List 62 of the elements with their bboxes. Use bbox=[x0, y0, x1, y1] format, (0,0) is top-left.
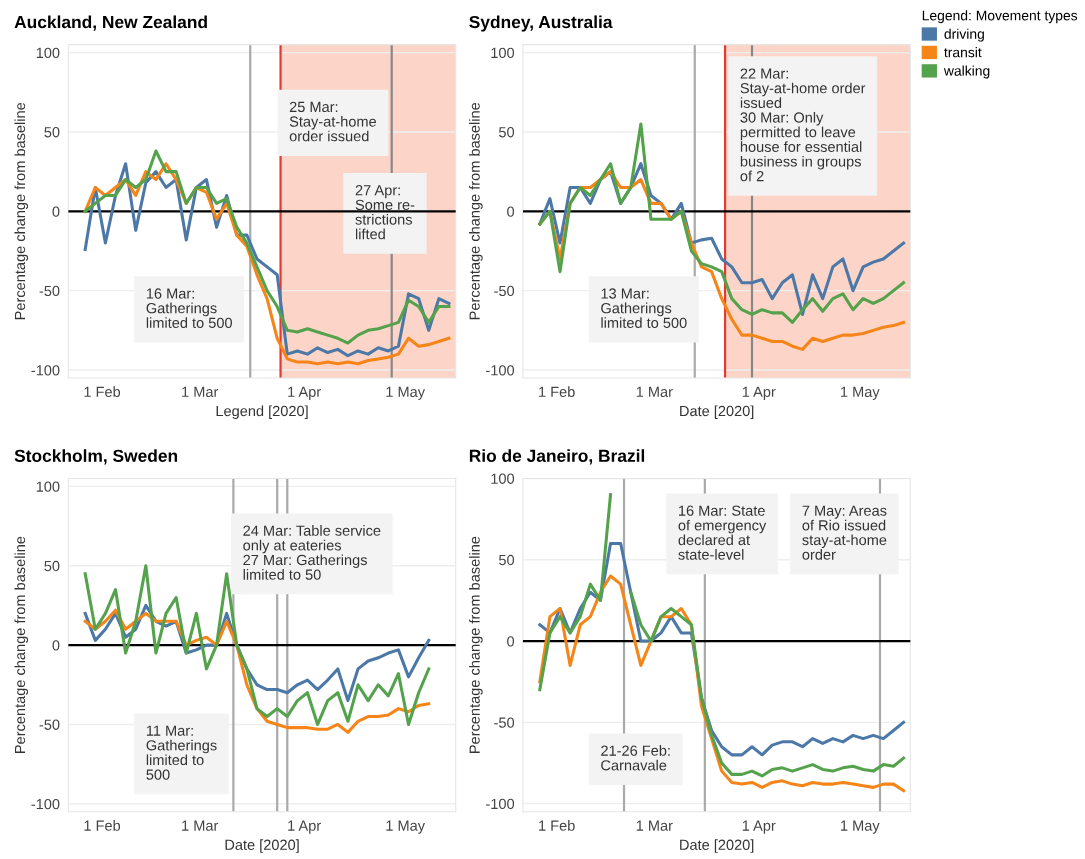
x-tick-label: 1 Mar bbox=[182, 820, 219, 831]
y-tick-label: -100 bbox=[486, 365, 515, 376]
y-axis-title: Percentage change from baseline bbox=[14, 102, 29, 320]
annotation: 7 May: Areas of Rio issued stay-at-home order bbox=[802, 505, 887, 560]
x-tick-label: 1 Mar bbox=[636, 820, 673, 831]
x-tick-label: 1 Feb bbox=[84, 386, 121, 398]
x-tick-label: 1 Feb bbox=[84, 820, 121, 831]
chart-title: Stockholm, Sweden bbox=[14, 449, 178, 465]
x-tick-label: 1 Apr bbox=[288, 386, 321, 400]
y-tick-label: -50 bbox=[494, 717, 515, 728]
y-tick-label: 0 bbox=[52, 640, 60, 651]
y-tick-label: -50 bbox=[39, 719, 60, 730]
x-tick-label: 1 May bbox=[841, 386, 880, 400]
y-tick-label: 0 bbox=[507, 206, 515, 217]
chart-title: Sydney, Australia bbox=[469, 15, 613, 32]
y-tick-label: 50 bbox=[44, 127, 60, 138]
x-tick-label: 1 Apr bbox=[288, 820, 321, 834]
y-tick-label: 50 bbox=[44, 560, 60, 572]
x-tick-label: 1 Apr bbox=[742, 820, 776, 834]
annotation: 11 Mar: Gatherings limited to 500 bbox=[146, 725, 217, 780]
x-tick-label: 1 Mar bbox=[636, 386, 673, 398]
annotation: 16 Mar: State of emergency declared at state-level bbox=[678, 505, 767, 560]
x-axis-title: Date [2020] bbox=[225, 839, 299, 853]
y-tick-label: -100 bbox=[31, 798, 60, 810]
legend-title: Legend: Movement types bbox=[922, 10, 1078, 24]
y-axis-title: Percentage change from baseline bbox=[469, 536, 483, 753]
x-axis-title: Date [2020] bbox=[680, 839, 754, 853]
y-tick-label: -100 bbox=[486, 798, 515, 810]
annotation: 22 Mar: Stay-at-home order issued 30 Mar: Only permitted to leave house for essential business in groups of 2 bbox=[740, 68, 866, 182]
y-tick-label: 0 bbox=[507, 636, 515, 647]
y-tick-label: 0 bbox=[52, 206, 60, 217]
annotation: 27 Apr: Some re- strictions lifted bbox=[355, 185, 415, 240]
annotation: 25 Mar: Stay-at-home order issued bbox=[289, 101, 377, 142]
chart-title: Auckland, New Zealand bbox=[14, 15, 207, 31]
x-tick-label: 1 Feb bbox=[539, 820, 575, 831]
legend-label: transit bbox=[944, 47, 982, 58]
x-tick-label: 1 May bbox=[841, 820, 880, 834]
x-tick-label: 1 May bbox=[386, 386, 426, 400]
y-tick-label: -100 bbox=[31, 365, 60, 376]
y-axis-title: Percentage change from baseline bbox=[14, 536, 29, 753]
x-axis-title: Legend [2020] bbox=[216, 405, 308, 420]
x-tick-label: 1 Feb bbox=[539, 386, 575, 398]
annotation: 16 Mar: Gatherings limited to 500 bbox=[146, 288, 232, 328]
y-tick-label: 100 bbox=[36, 47, 60, 59]
chart-title: Rio de Janeiro, Brazil bbox=[469, 449, 645, 465]
x-axis-title: Date [2020] bbox=[680, 405, 754, 420]
y-tick-label: -50 bbox=[494, 285, 515, 297]
legend-label: walking bbox=[943, 65, 990, 79]
y-tick-label: 100 bbox=[491, 473, 515, 484]
x-tick-label: 1 Mar bbox=[182, 386, 219, 398]
x-tick-label: 1 May bbox=[386, 820, 426, 834]
y-tick-label: 100 bbox=[491, 47, 515, 59]
y-tick-label: 100 bbox=[36, 481, 60, 492]
annotation: 24 Mar: Table service only at eateries 27 Mar: Gatherings limited to 50 bbox=[243, 525, 381, 580]
y-tick-label: -50 bbox=[39, 285, 60, 297]
y-tick-label: 50 bbox=[499, 554, 515, 566]
annotation: 21-26 Feb: Carnavale bbox=[601, 745, 670, 771]
legend-label: driving bbox=[944, 28, 984, 42]
y-tick-label: 50 bbox=[499, 127, 515, 138]
y-axis-title: Percentage change from baseline bbox=[469, 102, 483, 320]
annotation: 13 Mar: Gatherings limited to 500 bbox=[601, 288, 687, 328]
x-tick-label: 1 Apr bbox=[742, 386, 776, 400]
